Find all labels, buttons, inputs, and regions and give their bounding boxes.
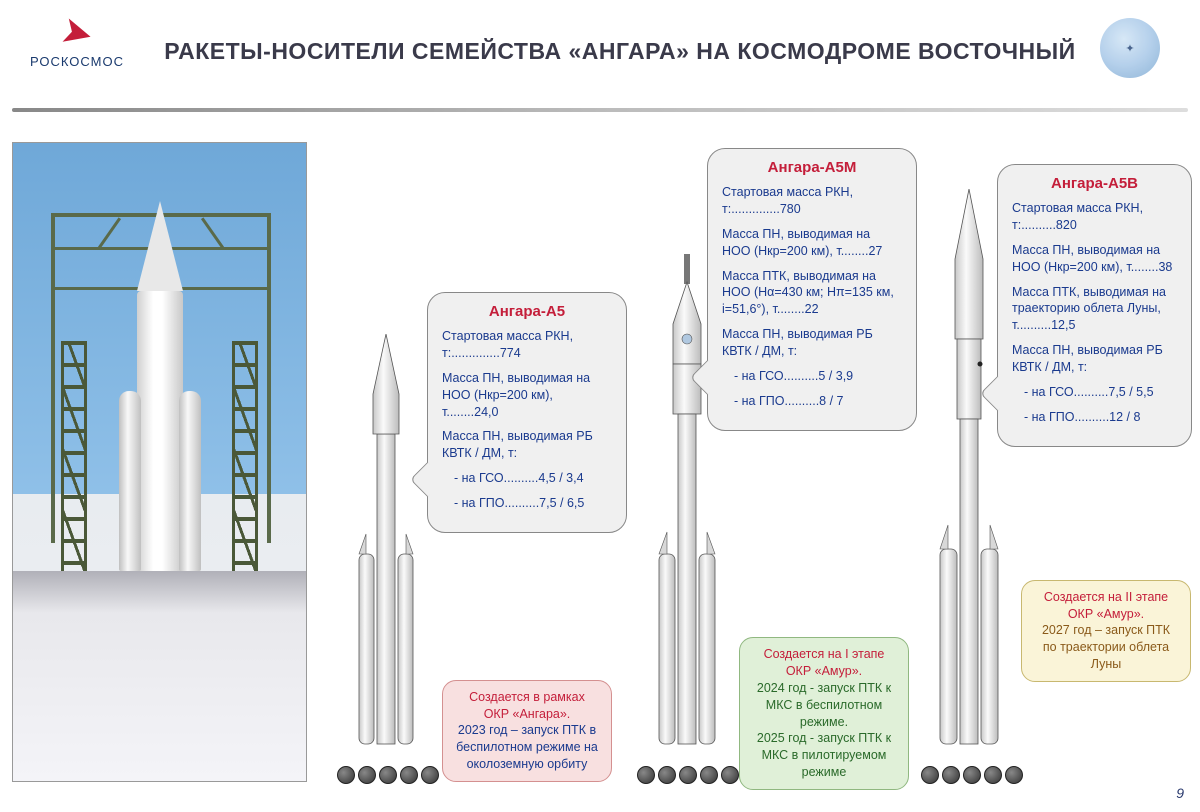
status-box-a5m: Создается на I этапе ОКР «Амур». 2024 го… — [739, 637, 909, 790]
status-box-a5: Создается в рамках ОКР «Ангара». 2023 го… — [442, 680, 612, 782]
engine-cluster-a5m — [637, 766, 739, 784]
status-line: 2027 год – запуск ПТК по траектории обле… — [1034, 622, 1178, 673]
spec-bubble-a5m: Ангара-А5М Стартовая масса РКН, т:......… — [707, 148, 917, 431]
variant-name: Ангара-А5В — [1012, 175, 1177, 192]
page-number: 9 — [1176, 785, 1184, 801]
status-line: 2025 год - запуск ПТК к МКС в пилотируем… — [752, 730, 896, 781]
lightning-tower-right — [232, 341, 258, 571]
status-line: Создается в рамках ОКР «Ангара». — [455, 689, 599, 723]
status-box-a5v: Создается на II этапе ОКР «Амур». 2027 г… — [1021, 580, 1191, 682]
status-line: Создается на I этапе ОКР «Амур». — [752, 646, 896, 680]
lightning-tower-left — [61, 341, 87, 571]
spec-text: Стартовая масса РКН, т:..............780… — [722, 184, 902, 410]
launchpad-photo — [12, 142, 307, 782]
engine-cluster-a5v — [921, 766, 1023, 784]
org-name: РОСКОСМОС — [30, 54, 124, 69]
variant-name: Ангара-А5М — [722, 159, 902, 176]
spec-bubble-a5: Ангара-А5 Стартовая масса РКН, т:.......… — [427, 292, 627, 533]
snow-ground — [13, 571, 306, 781]
status-line: Создается на II этапе ОКР «Амур». — [1034, 589, 1178, 623]
slide-header: ➤ РОСКОСМОС РАКЕТЫ-НОСИТЕЛИ СЕМЕЙСТВА «А… — [0, 0, 1200, 100]
status-line: 2023 год – запуск ПТК в беспилотном режи… — [455, 722, 599, 773]
spec-bubble-a5v: Ангара-А5В Стартовая масса РКН, т:......… — [997, 164, 1192, 447]
partner-emblem-icon: ✦ — [1100, 18, 1160, 78]
variant-name: Ангара-А5 — [442, 303, 612, 320]
rocket-angara-a5 — [351, 334, 421, 754]
status-line: 2024 год - запуск ПТК к МКС в беспилотно… — [752, 680, 896, 731]
rockets-area: Ангара-А5 Стартовая масса РКН, т:.......… — [307, 142, 1188, 812]
roscosmos-arrow-icon: ➤ — [58, 14, 97, 52]
slide-body: Ангара-А5 Стартовая масса РКН, т:.......… — [0, 112, 1200, 812]
photo-rocket — [125, 201, 195, 571]
spec-text: Стартовая масса РКН, т:..............774… — [442, 328, 612, 512]
slide-title: РАКЕТЫ-НОСИТЕЛИ СЕМЕЙСТВА «АНГАРА» НА КО… — [30, 20, 1160, 65]
roscosmos-logo: ➤ РОСКОСМОС — [30, 18, 124, 69]
engine-cluster-a5 — [337, 766, 439, 784]
spec-text: Стартовая масса РКН, т:..........820 Мас… — [1012, 200, 1177, 426]
